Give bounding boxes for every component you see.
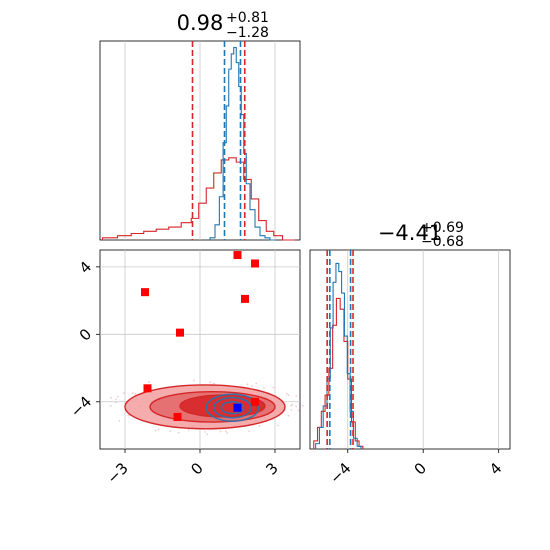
joint-sample-dot bbox=[224, 430, 227, 432]
joint-y-tick-labels: −4 0 4 bbox=[67, 258, 100, 421]
joint-markers bbox=[141, 251, 259, 421]
joint-sample-dot bbox=[248, 430, 251, 433]
param2-title-upper: +0.69 bbox=[421, 220, 464, 236]
hist2-red-line bbox=[313, 297, 364, 449]
joint-xtick-label-2: 3 bbox=[262, 459, 281, 478]
joint-sample-dot bbox=[213, 382, 216, 385]
joint-sample-dot bbox=[272, 386, 275, 389]
joint-sample-dot bbox=[209, 381, 212, 384]
joint-2d-panel bbox=[99, 249, 304, 450]
joint-sample-dot bbox=[251, 385, 253, 388]
joint-sample-dot bbox=[206, 433, 209, 436]
hist2-xtick-label-1: 0 bbox=[411, 459, 430, 478]
hist1-grid bbox=[124, 41, 276, 240]
joint-red-marker-1 bbox=[176, 328, 184, 337]
hist1-blue-line bbox=[209, 46, 275, 241]
hist1-red-series bbox=[101, 157, 295, 241]
joint-red-marker-5 bbox=[143, 384, 152, 393]
joint-red-marker-7 bbox=[251, 397, 259, 406]
joint-sample-dot bbox=[285, 392, 288, 395]
joint-sample-dot bbox=[154, 429, 157, 432]
joint-sample-dot bbox=[187, 429, 190, 432]
joint-sample-dot bbox=[109, 404, 112, 407]
joint-red-marker-0 bbox=[141, 288, 149, 297]
joint-sample-dot bbox=[291, 403, 294, 406]
joint-sample-dot bbox=[290, 409, 293, 411]
joint-sample-dot bbox=[246, 383, 249, 386]
joint-sample-dot bbox=[177, 431, 180, 434]
joint-sample-dot bbox=[148, 381, 150, 384]
joint-red-marker-4 bbox=[241, 294, 249, 303]
joint-sample-dot bbox=[297, 409, 300, 412]
joint-sample-dot bbox=[110, 396, 112, 399]
hist1-red-line bbox=[101, 157, 295, 241]
joint-sample-dot bbox=[255, 382, 258, 385]
hist2-x-tick-labels: −4 0 4 bbox=[326, 449, 506, 487]
joint-sample-dot bbox=[290, 404, 292, 407]
param1-title-lower: −1.28 bbox=[226, 25, 269, 41]
joint-sample-dot bbox=[131, 392, 134, 395]
joint-sample-dot bbox=[114, 401, 117, 404]
joint-x-tick-labels: −3 0 3 bbox=[103, 449, 282, 487]
param2-title-value: −4.41 bbox=[378, 221, 442, 245]
joint-sample-dot bbox=[301, 404, 304, 407]
param2-title: −4.41 bbox=[378, 221, 442, 245]
joint-sample-dot bbox=[258, 425, 261, 428]
joint-xtick-label-0: −3 bbox=[103, 459, 131, 487]
joint-blue-contour-2 bbox=[220, 400, 245, 415]
joint-blue-marker-0 bbox=[233, 403, 242, 412]
param1-title-upper: +0.81 bbox=[226, 10, 269, 26]
joint-blue-contour-1 bbox=[212, 396, 253, 419]
hist2-xtick-label-0: −4 bbox=[326, 459, 354, 487]
joint-sample-dot bbox=[157, 428, 160, 431]
joint-sample-dot bbox=[287, 414, 290, 417]
joint-sample-dot bbox=[118, 419, 121, 422]
hist2-red-series bbox=[313, 297, 364, 449]
hist1-blue-series bbox=[209, 46, 275, 241]
hist2-quantile-lines bbox=[326, 250, 354, 449]
histogram-panel-param2 bbox=[309, 249, 511, 450]
joint-sample-dot bbox=[295, 395, 298, 397]
joint-sample-dot bbox=[287, 394, 290, 396]
joint-ytick-label-1: 0 bbox=[76, 325, 95, 344]
joint-sample-dot bbox=[204, 430, 207, 433]
joint-sample-dot bbox=[116, 395, 119, 398]
param2-title-lower: −0.68 bbox=[421, 234, 464, 250]
joint-sample-dot bbox=[295, 405, 298, 408]
joint-sample-dot bbox=[277, 424, 279, 427]
joint-sample-dot bbox=[115, 398, 117, 401]
joint-ytick-label-0: −4 bbox=[67, 393, 95, 421]
hist2-xtick-label-2: 4 bbox=[486, 459, 505, 478]
joint-sample-dot bbox=[262, 386, 265, 389]
histogram-panel-param1 bbox=[99, 40, 301, 241]
joint-ytick-label-2: 4 bbox=[76, 258, 95, 277]
joint-xtick-label-1: 0 bbox=[187, 459, 206, 478]
joint-blue-contour-0 bbox=[205, 393, 260, 422]
joint-sample-dot bbox=[134, 392, 137, 395]
param1-title-value: 0.98 bbox=[177, 11, 224, 35]
param1-title: 0.98 bbox=[177, 11, 224, 35]
hist1-quantile-lines bbox=[191, 41, 246, 240]
hist2-frame bbox=[309, 249, 511, 450]
joint-red-marker-6 bbox=[173, 412, 182, 421]
joint-red-marker-2 bbox=[233, 251, 242, 260]
joint-sample-dot bbox=[193, 379, 195, 382]
joint-sample-dot bbox=[127, 414, 130, 417]
joint-sample-dot bbox=[169, 430, 172, 432]
joint-blue-contours bbox=[205, 393, 260, 422]
joint-sample-dot bbox=[226, 432, 228, 434]
joint-red-marker-3 bbox=[251, 259, 259, 268]
joint-sample-dot bbox=[219, 430, 222, 433]
joint-sample-dot bbox=[122, 392, 125, 395]
